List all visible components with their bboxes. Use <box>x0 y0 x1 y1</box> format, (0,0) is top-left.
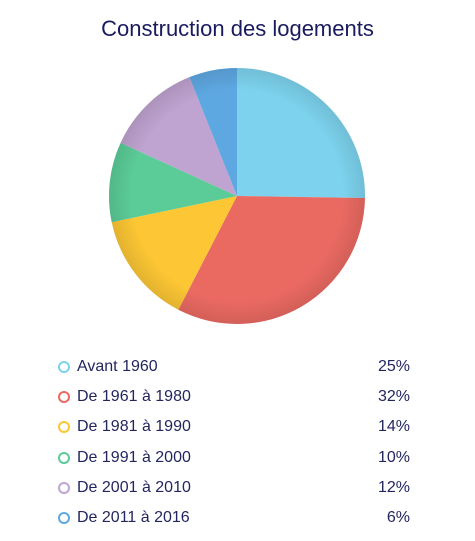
legend: Avant 1960 25% De 1961 à 1980 32% De 198… <box>58 352 410 533</box>
legend-value: 12% <box>377 478 410 496</box>
legend-item: Avant 1960 25% <box>58 352 410 382</box>
legend-item: De 1991 à 2000 10% <box>58 443 410 473</box>
legend-label: De 1991 à 2000 <box>77 448 191 466</box>
legend-marker-icon <box>58 512 70 525</box>
pie-slice <box>237 68 365 199</box>
legend-label: De 2011 à 2016 <box>77 509 190 527</box>
legend-marker-icon <box>58 451 70 464</box>
legend-marker-icon <box>58 481 70 494</box>
legend-item: De 1981 à 1990 14% <box>58 412 410 442</box>
legend-value: 14% <box>377 418 410 436</box>
legend-marker-icon <box>58 421 70 434</box>
legend-marker-icon <box>58 361 70 374</box>
pie-chart <box>109 68 365 324</box>
legend-label: De 1981 à 1990 <box>77 418 191 436</box>
chart-title: Construction des logements <box>101 16 374 41</box>
legend-item: De 2001 à 2010 12% <box>58 473 410 503</box>
legend-item: De 1961 à 1980 32% <box>58 382 410 412</box>
legend-value: 10% <box>377 448 410 466</box>
legend-value: 32% <box>377 388 410 406</box>
legend-marker-icon <box>58 391 70 404</box>
legend-label: De 1961 à 1980 <box>77 388 191 406</box>
legend-value: 6% <box>386 509 410 527</box>
legend-label: De 2001 à 2010 <box>77 478 191 496</box>
legend-value: 25% <box>377 358 410 376</box>
legend-item: De 2011 à 2016 6% <box>58 503 410 533</box>
legend-label: Avant 1960 <box>77 358 158 376</box>
